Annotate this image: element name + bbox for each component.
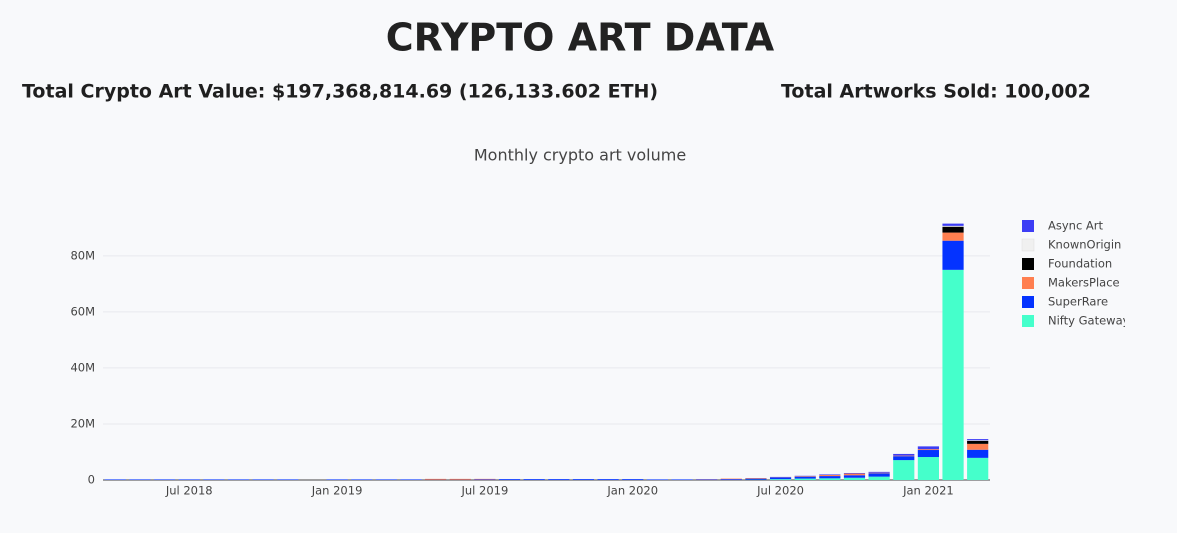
bar-segment bbox=[868, 476, 890, 480]
x-tick-label: Jul 2020 bbox=[756, 484, 804, 498]
bar-segment bbox=[720, 478, 742, 480]
bar-segment bbox=[819, 474, 841, 475]
bar-segment bbox=[104, 479, 126, 480]
bar-segment bbox=[449, 478, 471, 480]
bar-segment bbox=[917, 457, 939, 480]
bar-segment bbox=[646, 479, 668, 480]
bar-segment bbox=[572, 479, 595, 480]
bar-segment bbox=[843, 477, 866, 480]
x-tick-label: Jul 2019 bbox=[460, 484, 508, 498]
legend-swatch bbox=[1022, 296, 1034, 308]
bar-segment bbox=[967, 443, 989, 450]
stat-count: Total Artworks Sold: 100,002 bbox=[781, 81, 1091, 103]
x-tick-label: Jan 2019 bbox=[311, 484, 363, 498]
y-tick-label: 60M bbox=[70, 304, 95, 318]
bar-segment bbox=[277, 479, 299, 480]
bar-segment bbox=[942, 269, 964, 480]
legend-swatch bbox=[1022, 258, 1034, 270]
page-title: CRYPTO ART DATA bbox=[386, 16, 775, 60]
plot: 0 20M 40M 60M 80M Jul 2018 Jan 2019 Jul 2019 Jan… bbox=[70, 223, 990, 498]
bar-segment bbox=[893, 460, 915, 480]
legend-label: Foundation bbox=[1048, 257, 1112, 271]
bar-segment bbox=[794, 476, 816, 477]
bar-segment bbox=[769, 479, 792, 480]
bar-segment bbox=[868, 473, 890, 477]
bar-segment bbox=[868, 471, 890, 473]
bar-segment bbox=[843, 472, 866, 474]
bar-segment bbox=[967, 449, 989, 458]
bar-segment bbox=[794, 476, 816, 479]
bar-segment bbox=[474, 479, 496, 480]
bar-segment bbox=[351, 479, 373, 480]
bar-segment bbox=[745, 478, 767, 480]
bar-segment bbox=[819, 474, 841, 477]
bar-segment bbox=[794, 478, 816, 480]
bar-segment bbox=[252, 479, 274, 480]
bar-segment bbox=[868, 472, 890, 474]
chart-title: Monthly crypto art volume bbox=[474, 146, 686, 165]
x-tick-label: Jan 2020 bbox=[606, 484, 658, 498]
y-tick-label: 80M bbox=[70, 248, 95, 262]
bar-segment bbox=[967, 440, 989, 444]
bar-segment bbox=[967, 457, 989, 480]
bar-segment bbox=[967, 440, 989, 441]
bar-segment bbox=[843, 473, 866, 476]
bar-segment bbox=[671, 479, 693, 480]
x-tick-label: Jul 2018 bbox=[165, 484, 213, 498]
bar-segment bbox=[129, 479, 151, 480]
legend-label: Nifty Gateway bbox=[1048, 314, 1130, 328]
legend-label: MakersPlace bbox=[1048, 276, 1120, 290]
bar-segment bbox=[942, 223, 964, 226]
y-tick-label: 40M bbox=[70, 360, 95, 374]
bar-segment bbox=[523, 479, 545, 480]
bar-segment bbox=[942, 226, 964, 233]
bar-segment bbox=[178, 479, 200, 480]
bar-segment bbox=[154, 479, 176, 480]
legend-swatch bbox=[1022, 220, 1034, 232]
legend-swatch bbox=[1022, 315, 1034, 327]
bar-segment bbox=[942, 232, 964, 241]
legend-swatch bbox=[1021, 238, 1035, 252]
bar-segment bbox=[720, 479, 742, 480]
bar-segment bbox=[745, 478, 767, 479]
legend-label: SuperRare bbox=[1048, 295, 1108, 309]
bar-segment bbox=[893, 453, 915, 456]
legend-label: Async Art bbox=[1048, 219, 1104, 233]
y-tick-label: 0 bbox=[88, 473, 95, 487]
bar-segment bbox=[597, 479, 619, 480]
bar-segment bbox=[917, 450, 939, 458]
bar-segment bbox=[917, 446, 939, 450]
legend: Nifty Gateway SuperRare MakersPlace Foundat… bbox=[1021, 219, 1130, 328]
bar-segment bbox=[917, 449, 939, 451]
bar-segment bbox=[498, 479, 521, 480]
bar-segment bbox=[203, 479, 225, 480]
bar-segment bbox=[769, 477, 792, 480]
bar-segment bbox=[819, 478, 841, 480]
bar-segment bbox=[893, 456, 915, 461]
legend-label: KnownOrigin bbox=[1048, 238, 1121, 252]
bar-segment bbox=[843, 475, 866, 478]
y-tick-label: 20M bbox=[70, 416, 95, 430]
bar-segment bbox=[942, 240, 964, 270]
x-tick-label: Jan 2021 bbox=[902, 484, 954, 498]
bar-segment bbox=[326, 479, 348, 480]
stat-value: Total Crypto Art Value: $197,368,814.69 … bbox=[22, 81, 658, 103]
bar-segment bbox=[622, 479, 644, 480]
bar-segment bbox=[375, 479, 397, 480]
bar-segment bbox=[400, 479, 422, 480]
bar-segment bbox=[893, 455, 915, 457]
bar-segment bbox=[425, 478, 447, 480]
bar-segment bbox=[227, 479, 250, 480]
bar-segment bbox=[696, 479, 718, 480]
bar-segment bbox=[942, 225, 964, 227]
bar-segment bbox=[819, 476, 841, 479]
bar-segment bbox=[967, 439, 989, 441]
bar-segment bbox=[548, 479, 570, 480]
legend-swatch bbox=[1022, 277, 1034, 289]
bar-segment bbox=[474, 478, 496, 480]
